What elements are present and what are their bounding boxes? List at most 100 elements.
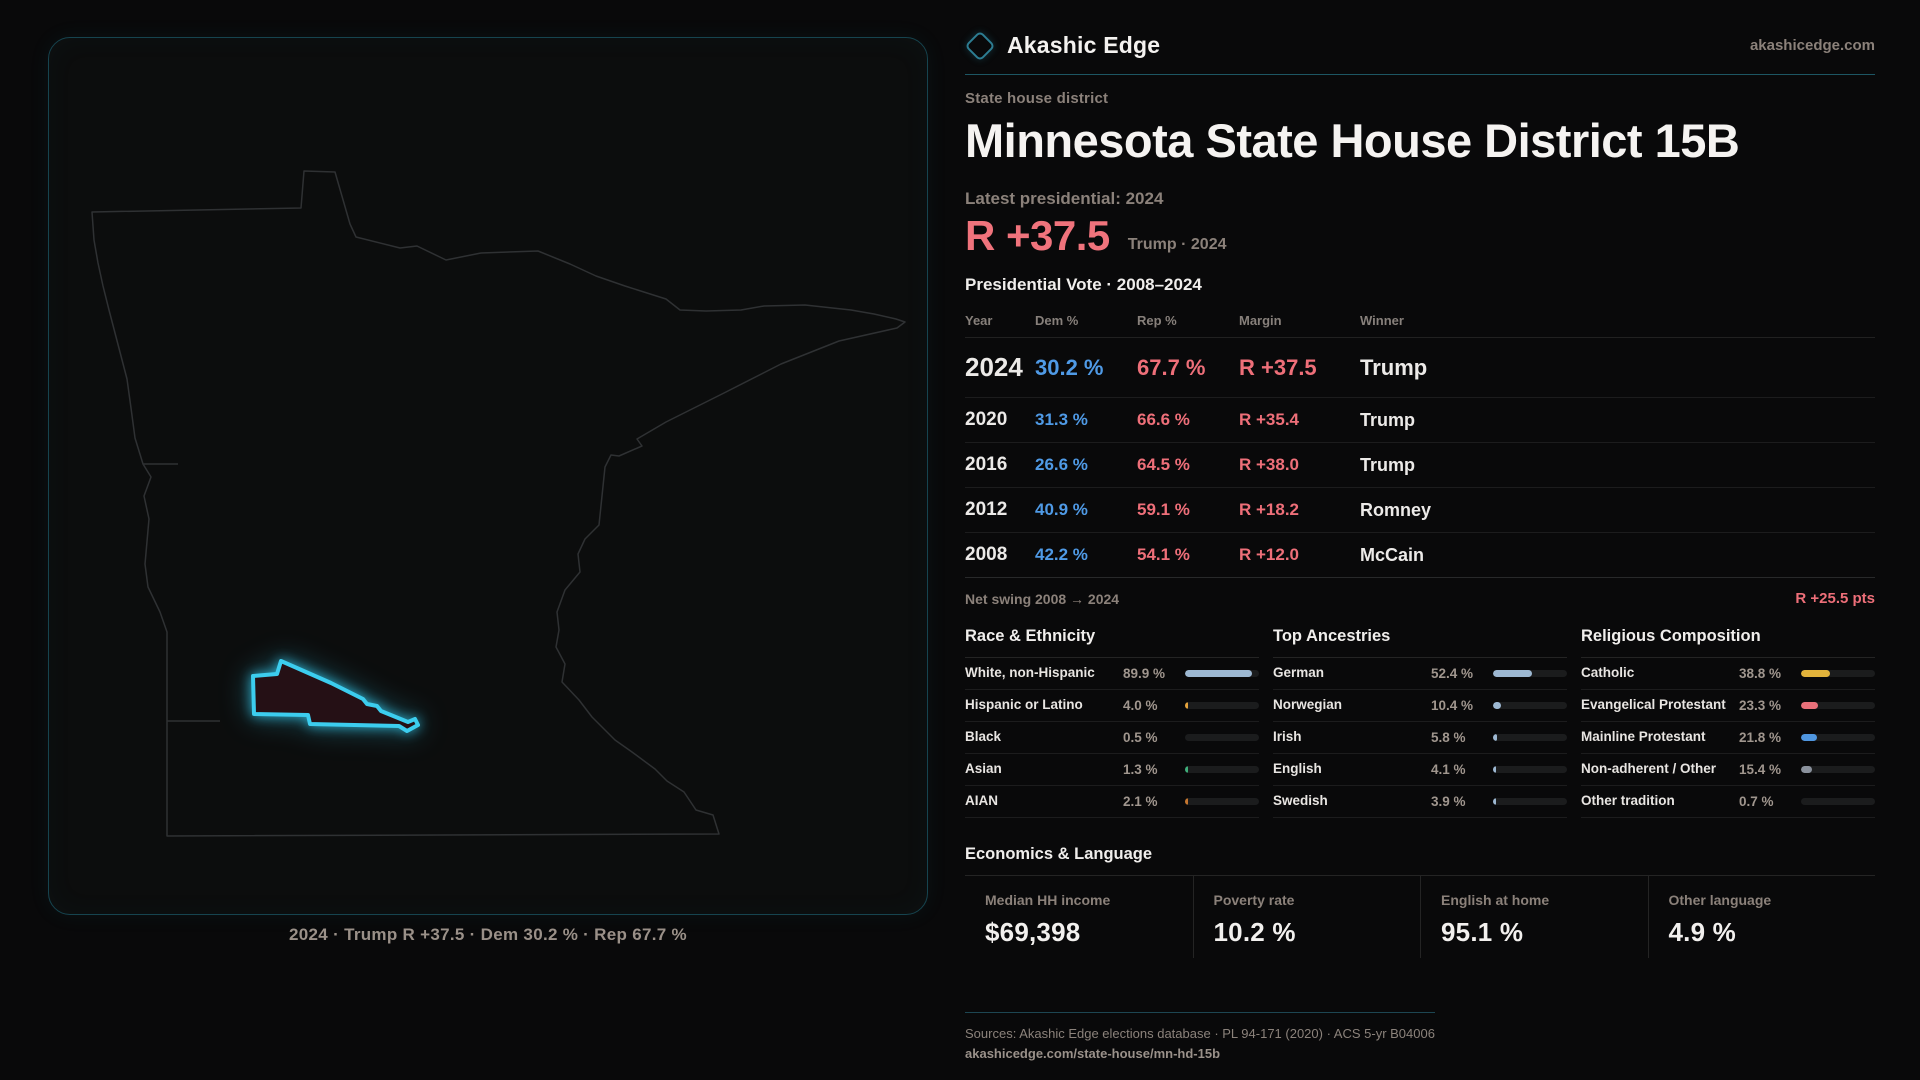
- vote-cell-dem: 31.3 %: [1035, 410, 1088, 430]
- stat-label: English at home: [1441, 892, 1550, 909]
- brand-name: Akashic Edge: [1007, 32, 1161, 58]
- district-shape[interactable]: [251, 659, 420, 733]
- economics-section: Economics & Language Median HH income $69…: [965, 845, 1875, 959]
- vote-cell-winner: Trump: [1360, 354, 1428, 380]
- net-swing-label: Net swing 2008 → 2024: [965, 590, 1120, 607]
- economics-title: Economics & Language: [965, 845, 1875, 877]
- footer-permalink[interactable]: akashicedge.com/state-house/mn-hd-15b: [965, 1046, 1221, 1062]
- footer: Sources: Akashic Edge elections database…: [965, 1012, 1875, 1061]
- demographic-bar-fill: [1185, 702, 1188, 710]
- demographic-row: Hispanic or Latino 4.0 %: [965, 690, 1259, 723]
- demographic-row: Black 0.5 %: [965, 722, 1259, 755]
- footer-divider: [965, 1012, 1435, 1014]
- demographic-bar-fill: [1493, 734, 1498, 742]
- vote-cell-dem: 40.9 %: [1035, 500, 1088, 520]
- demographic-bar-fill: [1185, 798, 1188, 806]
- vote-row: 2008 42.2 % 54.1 % R +12.0 McCain: [965, 533, 1875, 579]
- vote-cell-winner: Trump: [1360, 409, 1416, 430]
- demographic-row: German 52.4 %: [1273, 658, 1567, 691]
- vote-cell-margin: R +12.0: [1239, 545, 1300, 565]
- vote-cell-year: 2020: [965, 409, 1008, 431]
- demographic-row: White, non-Hispanic 89.9 %: [965, 658, 1259, 691]
- demographic-bar-fill: [1801, 734, 1818, 742]
- vote-col-header: Year: [965, 313, 993, 329]
- vote-table-rows: 2024 30.2 % 67.7 % R +37.5 Trump 2020 31.3 % 66…: [965, 338, 1875, 579]
- demographics-column-title: Top Ancestries: [1273, 627, 1567, 659]
- vote-cell-winner: Trump: [1360, 454, 1416, 475]
- vote-cell-rep: 59.1 %: [1137, 500, 1190, 520]
- demographic-row: Evangelical Protestant 23.3 %: [1581, 690, 1875, 723]
- demographic-bar-fill: [1185, 670, 1252, 678]
- footer-sources: Sources: Akashic Edge elections database…: [965, 1026, 1435, 1042]
- demographic-label: German: [1273, 665, 1325, 681]
- demographic-row: Mainline Protestant 21.8 %: [1581, 722, 1875, 755]
- demographic-value: 4.0 %: [1123, 698, 1158, 714]
- vote-cell-margin: R +18.2: [1239, 500, 1300, 520]
- demographic-bar: [1493, 702, 1567, 710]
- economics-stat: Poverty rate 10.2 %: [1192, 876, 1421, 959]
- vote-table-title: Presidential Vote · 2008–2024: [965, 275, 1202, 295]
- demographic-bar-fill: [1493, 702, 1501, 710]
- demographic-label: White, non-Hispanic: [965, 665, 1095, 681]
- demographic-row: Other tradition 0.7 %: [1581, 786, 1875, 819]
- demographic-label: Evangelical Protestant: [1581, 697, 1726, 713]
- demographic-bar: [1185, 798, 1259, 806]
- demographics-grid: Race & Ethnicity White, non-Hispanic 89.9 …: [965, 627, 1875, 819]
- demographic-value: 0.5 %: [1123, 730, 1158, 746]
- vote-cell-margin: R +37.5: [1239, 354, 1317, 380]
- vote-cell-rep: 54.1 %: [1137, 545, 1190, 565]
- demographic-bar: [1493, 766, 1567, 774]
- demographic-label: Hispanic or Latino: [965, 697, 1083, 713]
- vote-cell-year: 2008: [965, 544, 1008, 566]
- demographic-value: 15.4 %: [1739, 762, 1782, 778]
- demographics-column: Race & Ethnicity White, non-Hispanic 89.9 …: [965, 627, 1259, 819]
- vote-row: 2016 26.6 % 64.5 % R +38.0 Trump: [965, 443, 1875, 489]
- demographic-bar: [1185, 702, 1259, 710]
- demographic-row: Asian 1.3 %: [965, 754, 1259, 787]
- net-swing-value: R +25.5 pts: [1795, 590, 1875, 608]
- demographic-bar: [1801, 798, 1875, 806]
- demographic-label: Black: [965, 729, 1002, 745]
- map-panel: [48, 37, 928, 915]
- vote-cell-rep: 67.7 %: [1137, 354, 1206, 380]
- demographic-row: Swedish 3.9 %: [1273, 786, 1567, 819]
- demographic-label: Catholic: [1581, 665, 1635, 681]
- demographic-label: Non-adherent / Other: [1581, 761, 1717, 777]
- demographic-bar-fill: [1493, 670, 1532, 678]
- demographics-column: Top Ancestries German 52.4 % Norwegian 10.4 …: [1273, 627, 1567, 819]
- demographic-label: Other tradition: [1581, 793, 1675, 809]
- demographic-value: 10.4 %: [1431, 698, 1474, 714]
- demographic-bar: [1493, 670, 1567, 678]
- brand-domain-link[interactable]: akashicedge.com: [1749, 37, 1875, 54]
- kicker: State house district: [965, 90, 1109, 107]
- stat-value: $69,398: [985, 917, 1081, 948]
- demographic-value: 1.3 %: [1123, 762, 1158, 778]
- demographic-row: AIAN 2.1 %: [965, 786, 1259, 819]
- demographic-value: 0.7 %: [1739, 794, 1774, 810]
- demographic-bar-fill: [1493, 766, 1497, 774]
- vote-cell-winner: Romney: [1360, 499, 1432, 520]
- district-report: Akashic Edge akashicedge.com State house…: [964, 0, 1875, 1061]
- demographic-bar-fill: [1801, 766, 1813, 774]
- demographic-bar-fill: [1493, 798, 1496, 806]
- demographic-value: 38.8 %: [1739, 666, 1782, 682]
- demographic-value: 5.8 %: [1431, 730, 1466, 746]
- demographic-value: 3.9 %: [1431, 794, 1466, 810]
- demographic-bar: [1493, 734, 1567, 742]
- demographic-label: Asian: [965, 761, 1002, 777]
- header-divider: [965, 74, 1875, 75]
- vote-cell-year: 2012: [965, 499, 1008, 521]
- stat-label: Other language: [1668, 892, 1772, 909]
- vote-table-header: Year Dem % Rep % Margin Winner: [965, 303, 1875, 339]
- map-caption: 2024 · Trump R +37.5 · Dem 30.2 % · Rep …: [289, 925, 687, 944]
- economics-stats: Median HH income $69,398 Poverty rate 10.2 …: [965, 876, 1875, 959]
- demographic-row: Irish 5.8 %: [1273, 722, 1567, 755]
- demographic-label: English: [1273, 761, 1322, 777]
- stat-value: 4.9 %: [1668, 917, 1736, 948]
- stat-label: Median HH income: [985, 892, 1111, 909]
- demographic-bar: [1185, 670, 1259, 678]
- demographic-value: 52.4 %: [1431, 666, 1474, 682]
- vote-col-header: Margin: [1239, 313, 1282, 329]
- stat-value: 10.2 %: [1213, 917, 1296, 948]
- vote-row: 2020 31.3 % 66.6 % R +35.4 Trump: [965, 398, 1875, 444]
